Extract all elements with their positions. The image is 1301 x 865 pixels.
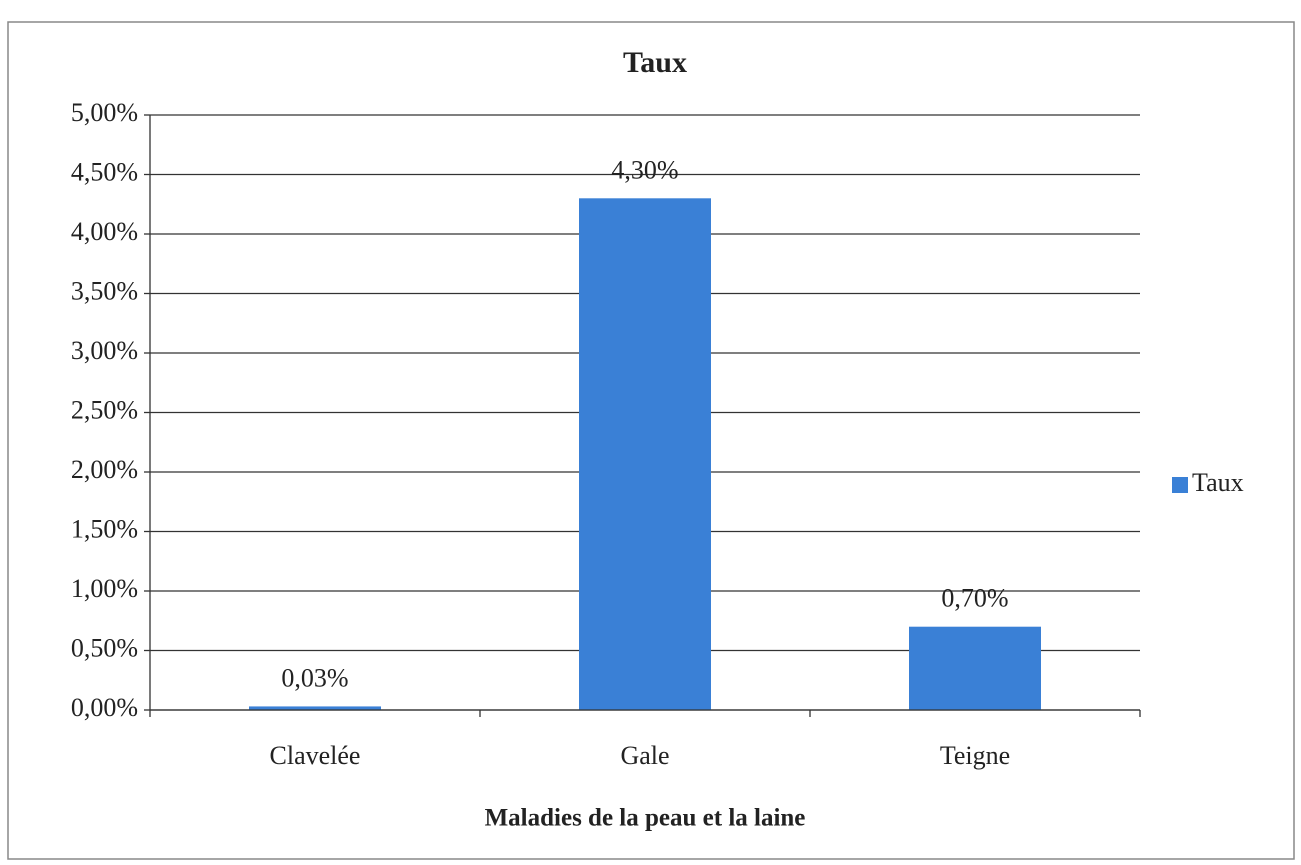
legend-swatch: [1172, 477, 1188, 493]
y-tick-label: 4,50%: [71, 157, 138, 186]
value-label: 4,30%: [611, 155, 678, 184]
y-tick-label: 2,50%: [71, 395, 138, 424]
y-tick-label: 1,00%: [71, 574, 138, 603]
y-tick-label: 0,00%: [71, 693, 138, 722]
bar: [909, 626, 1041, 710]
bar: [579, 198, 711, 711]
x-tick-label: Gale: [620, 741, 669, 770]
x-axis-label: Maladies de la peau et la laine: [485, 805, 806, 832]
y-tick-label: 3,00%: [71, 336, 138, 365]
y-tick-label: 4,00%: [71, 217, 138, 246]
y-tick-label: 1,50%: [71, 514, 138, 543]
chart-frame: [7, 21, 1295, 860]
bar: [249, 706, 381, 710]
x-tick-label: Clavelée: [270, 741, 361, 770]
legend-label: Taux: [1192, 468, 1244, 497]
y-tick-label: 2,00%: [71, 455, 138, 484]
y-tick-label: 0,50%: [71, 633, 138, 662]
chart-title: Taux: [623, 46, 687, 79]
value-label: 0,03%: [281, 663, 348, 692]
x-tick-label: Teigne: [940, 741, 1010, 770]
y-tick-label: 5,00%: [71, 98, 138, 127]
y-tick-label: 3,50%: [71, 276, 138, 305]
value-label: 0,70%: [941, 584, 1008, 613]
